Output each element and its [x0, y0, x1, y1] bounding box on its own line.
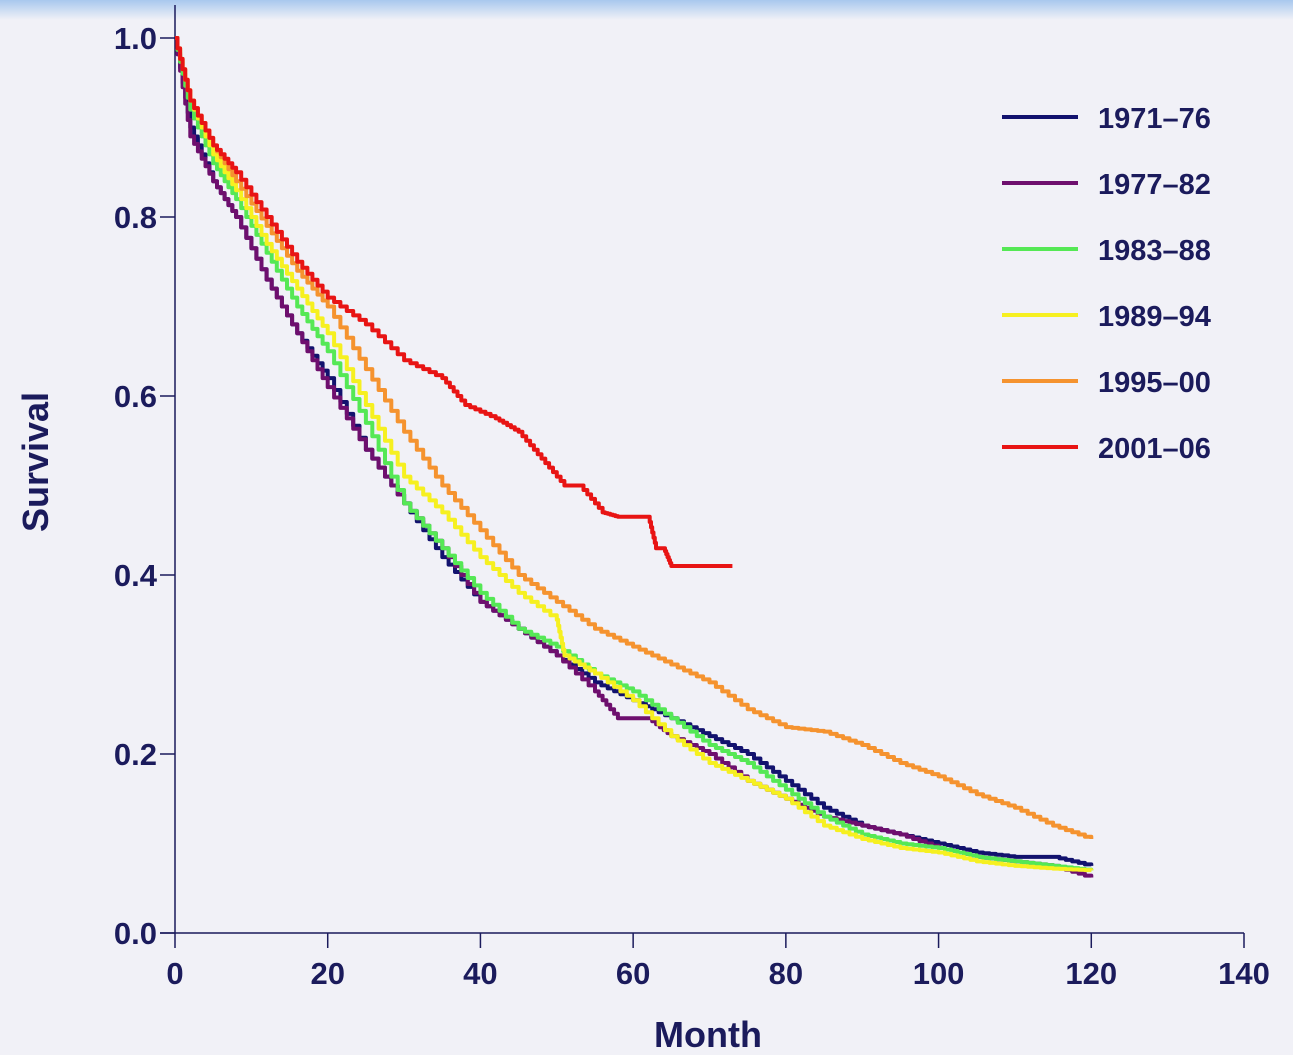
- x-tick-label: 40: [463, 956, 497, 991]
- y-tick-label: 0.2: [114, 737, 157, 772]
- axes: 0 20 40 60 80 100 120 140 0.0 0.2 0.4 0.6 0.8 1.0: [114, 5, 1270, 991]
- y-axis-title: Survival: [15, 392, 56, 532]
- series-line-4: [175, 36, 1094, 873]
- header-band: [0, 0, 1293, 20]
- x-axis-title: Month: [654, 1014, 762, 1055]
- series-line-2: [175, 36, 1094, 878]
- x-tick-label: 60: [616, 956, 650, 991]
- legend-label: 1995–00: [1098, 367, 1211, 399]
- y-tick-label: 0.8: [114, 200, 157, 235]
- x-tick-label: 20: [310, 956, 344, 991]
- x-tick-label: 140: [1218, 956, 1270, 991]
- y-tick-label: 1.0: [114, 21, 157, 56]
- y-tick-label: 0.4: [114, 558, 158, 593]
- legend-label: 1977–82: [1098, 169, 1211, 201]
- y-tick-label: 0.6: [114, 379, 157, 414]
- x-tick-label: 80: [769, 956, 803, 991]
- series-line-6: [175, 36, 733, 568]
- legend: 1971–76 1977–82 1983–88 1989–94 1995–00 2001–…: [1002, 103, 1211, 465]
- x-tick-label: 100: [913, 956, 965, 991]
- x-tick-label: 0: [166, 956, 183, 991]
- legend-label: 2001–06: [1098, 433, 1211, 465]
- series-lines: [175, 36, 1094, 878]
- y-tick-label: 0.0: [114, 916, 157, 951]
- legend-label: 1971–76: [1098, 103, 1211, 135]
- series-line-3: [175, 36, 1094, 872]
- series-line-5: [175, 36, 1094, 839]
- series-line-1: [175, 36, 1094, 867]
- legend-label: 1989–94: [1098, 301, 1211, 333]
- x-tick-label: 120: [1065, 956, 1117, 991]
- legend-label: 1983–88: [1098, 235, 1211, 267]
